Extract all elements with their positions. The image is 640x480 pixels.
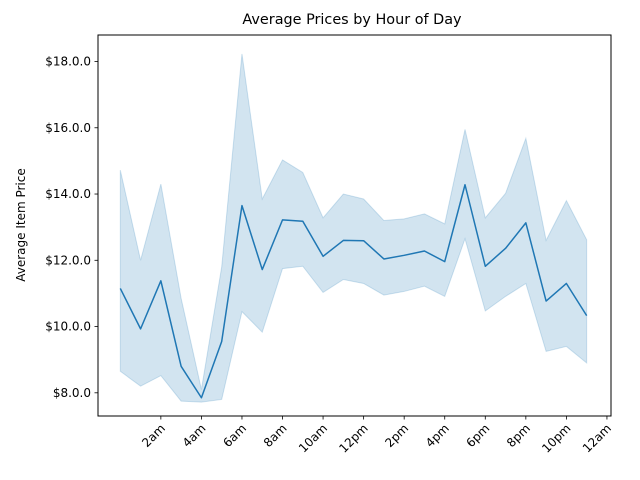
y-tick-label: $12.0.0 [45,253,91,267]
y-axis: $8.0.0 $10.0.0 $12.0.0 $14.0.0 $16.0.0 $18.0.… [45,55,98,400]
confidence-band-layer [119,53,588,403]
series-line-0 [119,183,588,399]
plot-area-frame [97,34,612,417]
y-tick-label: $16.0.0 [45,121,91,135]
series-line-layer [119,183,588,399]
y-tick-label: $14.0.0 [45,187,91,201]
y-tick-label: $18.0.0 [45,55,91,69]
y-tick-label: $10.0.0 [45,320,91,334]
chart-title: Average Prices by Hour of Day [242,12,462,28]
y-axis-label: Average Item Price [14,168,28,282]
confidence-band-0 [119,53,588,403]
y-tick-label: $8.0.0 [53,386,91,400]
